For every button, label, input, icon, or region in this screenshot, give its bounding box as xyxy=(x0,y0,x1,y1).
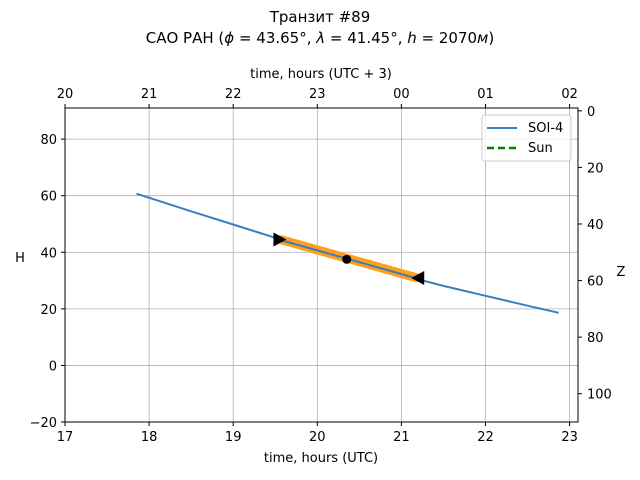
top-tick-label: 02 xyxy=(561,87,578,102)
top-tick-label: 22 xyxy=(225,87,242,102)
axes: 17 18 19 20 21 22 23 20 21 22 23 00 01 02 −20 0 20 40 60 80… xyxy=(30,87,612,445)
marker-layer xyxy=(273,232,425,286)
legend: SOI-4 Sun xyxy=(481,114,572,162)
z-tick-label: 80 xyxy=(587,331,604,346)
z-tick-label: 60 xyxy=(587,275,604,290)
z-tick-label: 20 xyxy=(587,161,604,176)
y-tick-label: −20 xyxy=(30,416,57,431)
top-tick-label: 21 xyxy=(141,87,158,102)
legend-soi-label: SOI-4 xyxy=(528,121,563,136)
left-axis-label: H xyxy=(15,251,25,266)
y-tick-label: 40 xyxy=(40,246,57,261)
top-tick-label: 20 xyxy=(57,87,74,102)
legend-box xyxy=(481,114,572,162)
z-tick-label: 40 xyxy=(587,218,604,233)
x-tick-label: 18 xyxy=(141,430,158,445)
top-tick-label: 01 xyxy=(477,87,494,102)
chart-title-line1: Транзит #89 xyxy=(269,8,371,26)
x-tick-label: 23 xyxy=(561,430,578,445)
x-tick-label: 20 xyxy=(309,430,326,445)
bottom-axis-label: time, hours (UTC) xyxy=(264,451,378,466)
x-tick-label: 21 xyxy=(393,430,410,445)
right-axis-label: Z xyxy=(617,265,626,280)
top-tick-label: 23 xyxy=(309,87,326,102)
y-tick-label: 60 xyxy=(40,190,57,205)
top-tick-label: 00 xyxy=(393,87,410,102)
series-line-soi-4 xyxy=(136,192,559,314)
marker-egress xyxy=(411,271,425,286)
y-tick-label: 0 xyxy=(49,359,57,374)
chart-title-line2: САО РАН (ϕ = 43.65°, λ = 41.45°, h = 207… xyxy=(146,29,494,47)
y-tick-label: 80 xyxy=(40,133,57,148)
legend-sun-label: Sun xyxy=(528,141,553,156)
top-axis-label: time, hours (UTC + 3) xyxy=(250,67,392,82)
plot-frame xyxy=(64,107,579,423)
x-tick-label: 22 xyxy=(477,430,494,445)
z-tick-label: 100 xyxy=(587,388,612,403)
marker-mid xyxy=(342,254,352,264)
series-layer xyxy=(136,192,559,314)
x-tick-label: 17 xyxy=(57,430,74,445)
z-tick-label: 0 xyxy=(587,105,595,120)
marker-ingress xyxy=(273,232,287,247)
y-tick-label: 20 xyxy=(40,303,57,318)
x-tick-label: 19 xyxy=(225,430,242,445)
